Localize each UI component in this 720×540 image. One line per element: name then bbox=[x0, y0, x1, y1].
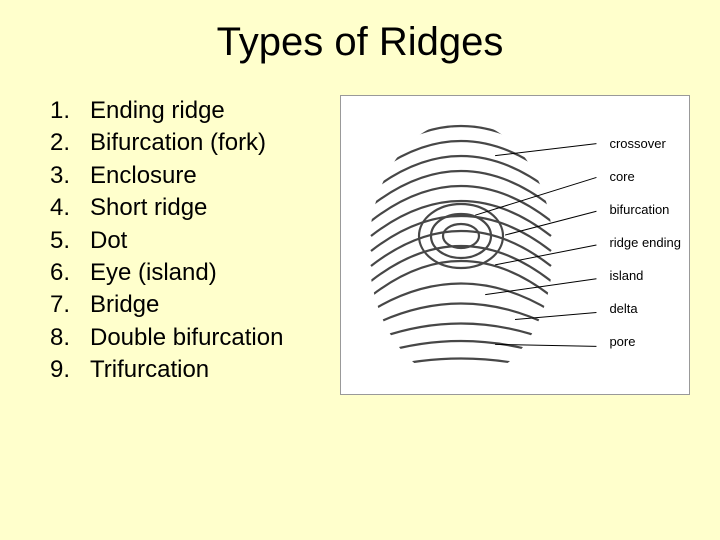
item-number: 8. bbox=[50, 322, 90, 354]
item-number: 3. bbox=[50, 160, 90, 192]
list-item: 6.Eye (island) bbox=[50, 257, 330, 289]
figure-label: island bbox=[609, 268, 681, 283]
figure-label: pore bbox=[609, 334, 681, 349]
page-title: Types of Ridges bbox=[0, 0, 720, 95]
list-column: 1.Ending ridge 2.Bifurcation (fork) 3.En… bbox=[30, 95, 330, 395]
item-number: 5. bbox=[50, 225, 90, 257]
list-item: 9.Trifurcation bbox=[50, 354, 330, 386]
ridge-type-list: 1.Ending ridge 2.Bifurcation (fork) 3.En… bbox=[50, 95, 330, 387]
item-number: 6. bbox=[50, 257, 90, 289]
item-text: Dot bbox=[90, 225, 127, 257]
figure-label: delta bbox=[609, 301, 681, 316]
figure-panel: crossover core bifurcation ridge ending … bbox=[340, 95, 690, 395]
list-item: 8.Double bifurcation bbox=[50, 322, 330, 354]
item-text: Bridge bbox=[90, 289, 159, 321]
figure-labels: crossover core bifurcation ridge ending … bbox=[609, 136, 681, 349]
list-item: 5.Dot bbox=[50, 225, 330, 257]
item-number: 2. bbox=[50, 127, 90, 159]
item-text: Double bifurcation bbox=[90, 322, 283, 354]
figure-label: ridge ending bbox=[609, 235, 681, 250]
item-number: 4. bbox=[50, 192, 90, 224]
item-text: Short ridge bbox=[90, 192, 207, 224]
figure-label: crossover bbox=[609, 136, 681, 151]
figure-label: core bbox=[609, 169, 681, 184]
figure-label: bifurcation bbox=[609, 202, 681, 217]
item-number: 9. bbox=[50, 354, 90, 386]
item-text: Ending ridge bbox=[90, 95, 225, 127]
list-item: 1.Ending ridge bbox=[50, 95, 330, 127]
item-text: Bifurcation (fork) bbox=[90, 127, 266, 159]
content-row: 1.Ending ridge 2.Bifurcation (fork) 3.En… bbox=[0, 95, 720, 395]
list-item: 7.Bridge bbox=[50, 289, 330, 321]
list-item: 2.Bifurcation (fork) bbox=[50, 127, 330, 159]
list-item: 3.Enclosure bbox=[50, 160, 330, 192]
item-number: 1. bbox=[50, 95, 90, 127]
item-text: Enclosure bbox=[90, 160, 197, 192]
list-item: 4.Short ridge bbox=[50, 192, 330, 224]
item-text: Eye (island) bbox=[90, 257, 217, 289]
item-text: Trifurcation bbox=[90, 354, 209, 386]
item-number: 7. bbox=[50, 289, 90, 321]
